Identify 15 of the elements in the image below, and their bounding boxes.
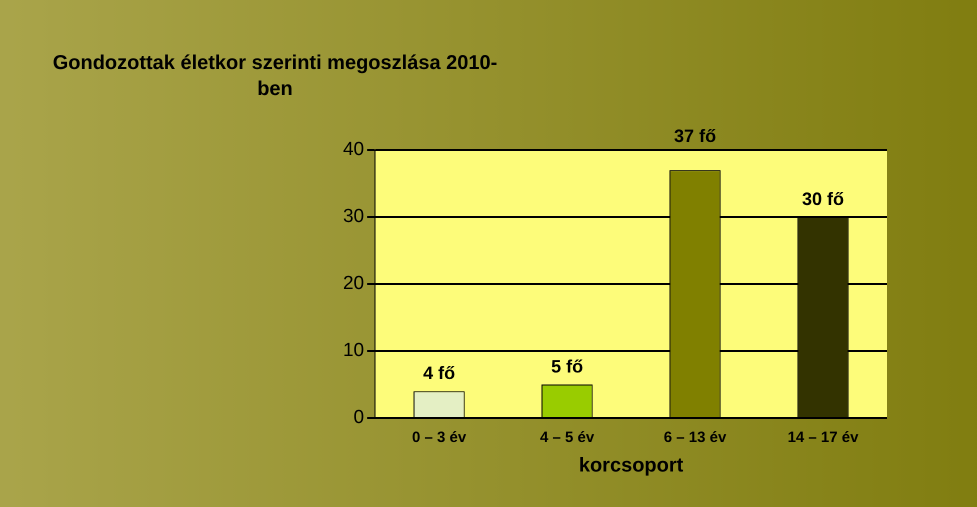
y-tick-label: 30	[342, 206, 364, 228]
x-tick-label: 14 – 17 év	[788, 429, 860, 446]
data-label: 37 fő	[674, 126, 716, 146]
x-tick-label: 6 – 13 év	[664, 429, 727, 446]
y-tick-label: 10	[342, 340, 364, 362]
x-axis-title: korcsoport	[578, 454, 684, 477]
data-label: 4 fő	[423, 363, 456, 384]
x-tick-label: 0 – 3 év	[412, 429, 467, 446]
chart-title: Gondozottak életkor szerinti megoszlása 2010-ben	[52, 51, 498, 102]
y-tick-label: 20	[342, 273, 364, 294]
y-tick-label: 40	[342, 139, 364, 160]
x-tick-label: 4 – 5 év	[540, 429, 595, 446]
data-label: 5 fő	[551, 356, 584, 376]
data-label: 30 fő	[802, 188, 844, 209]
y-tick-label: 0	[354, 407, 364, 428]
